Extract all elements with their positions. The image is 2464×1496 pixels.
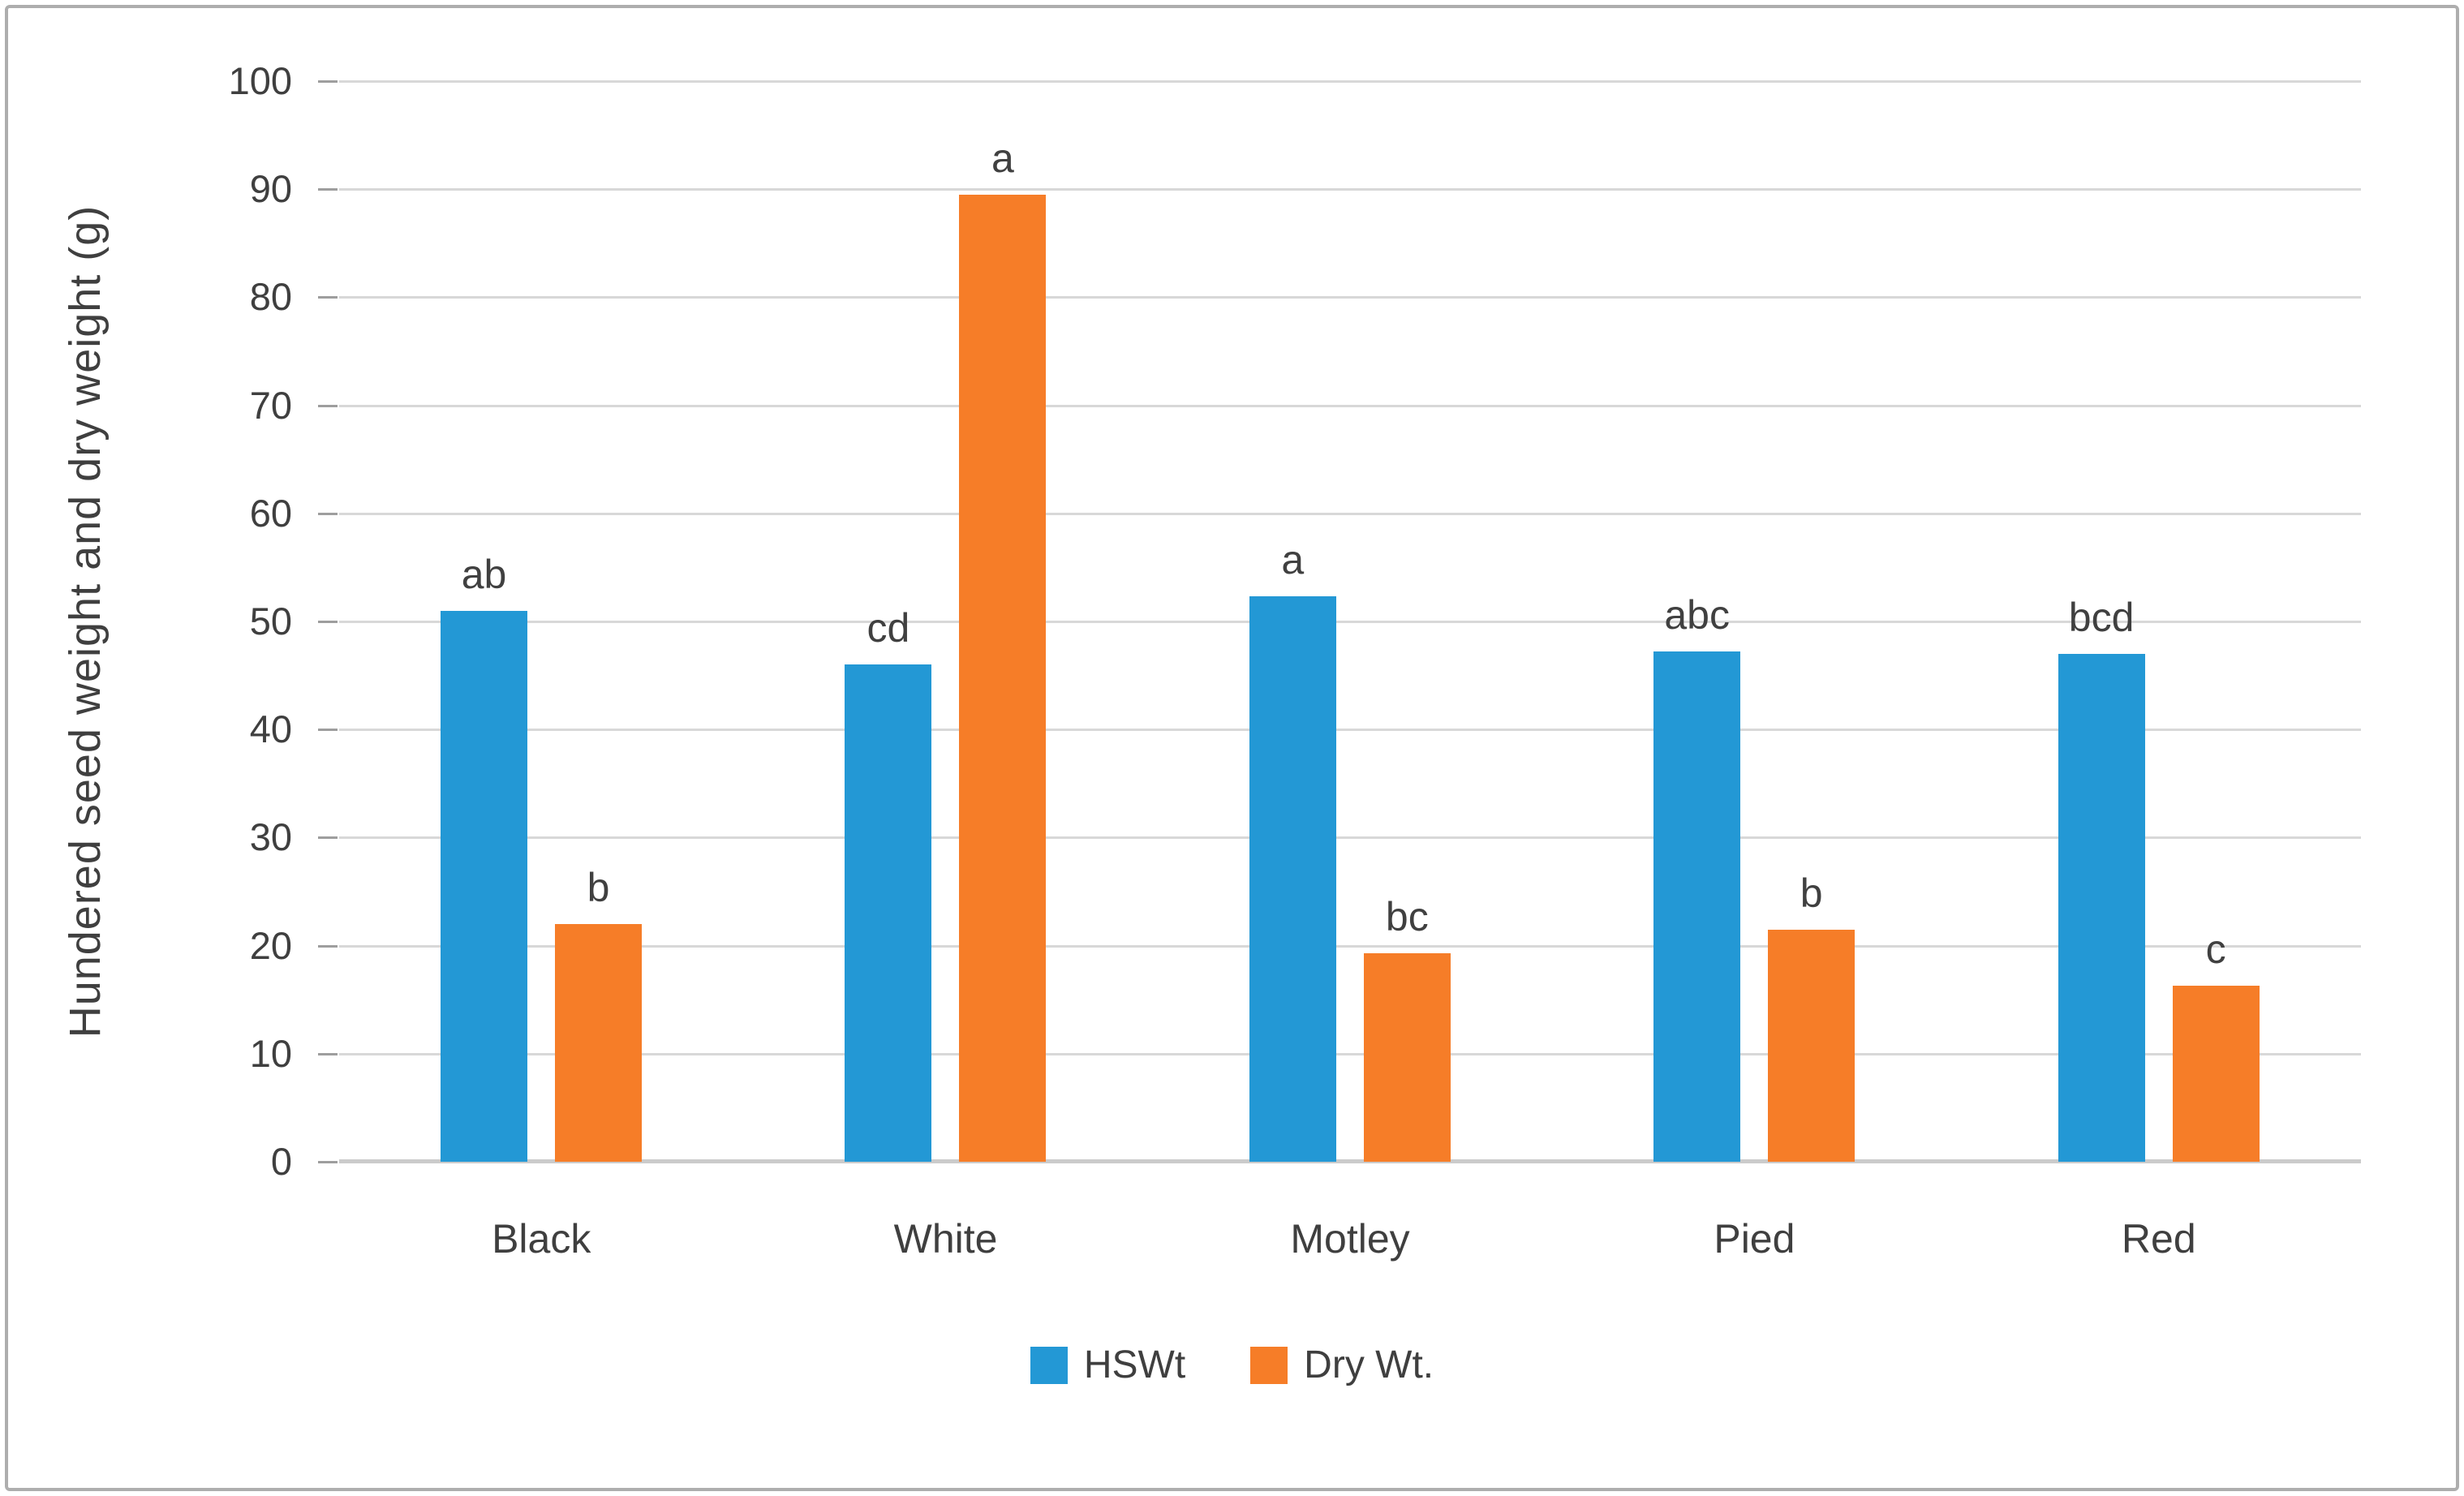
legend-item-drywt: Dry Wt.	[1250, 1343, 1434, 1387]
gridline-80	[339, 296, 2361, 299]
significance-label-white-drywt: a	[991, 135, 1014, 181]
y-tick-label-0: 0	[270, 1140, 292, 1183]
y-tick-label-30: 30	[249, 815, 292, 859]
significance-label-red-drywt: c	[2205, 926, 2226, 972]
bar-group-black: ab b	[339, 81, 743, 1162]
x-category-label-white: White	[893, 1216, 998, 1262]
x-axis-line	[339, 1159, 2361, 1163]
y-tick-label-40: 40	[249, 707, 292, 751]
y-tick-mark-90	[318, 188, 338, 191]
y-tick-label-20: 20	[249, 923, 292, 967]
y-tick-mark-40	[318, 729, 338, 732]
gridline-100	[339, 80, 2361, 83]
gridline-90	[339, 188, 2361, 191]
significance-label-pied-hswt: abc	[1664, 592, 1730, 638]
bar-group-pied: abc b	[1552, 81, 1956, 1162]
bar-drywt-black: b	[555, 865, 642, 1162]
significance-label-motley-hswt: a	[1281, 537, 1305, 582]
legend-item-hswt: HSWt	[1030, 1343, 1185, 1387]
y-tick-mark-50	[318, 621, 338, 623]
gridline-20	[339, 944, 2361, 948]
bar-drywt-white: a	[959, 135, 1047, 1162]
x-category-label-motley: Motley	[1290, 1216, 1410, 1262]
gridline-30	[339, 836, 2361, 840]
legend: HSWt Dry Wt.	[0, 1343, 2464, 1387]
legend-label-hswt: HSWt	[1083, 1343, 1186, 1386]
y-tick-label-50: 50	[249, 600, 292, 643]
y-tick-label-70: 70	[249, 383, 292, 427]
legend-swatch-drywt	[1250, 1346, 1288, 1384]
significance-label-pied-drywt: b	[1800, 871, 1823, 916]
bar-drywt-red: c	[2172, 926, 2260, 1162]
x-category-label-red: Red	[2121, 1216, 2196, 1262]
gridline-40	[339, 729, 2361, 732]
bar-hswt-motley: a	[1249, 537, 1336, 1162]
bar-group-red: bcd c	[1957, 81, 2361, 1162]
bar-group-motley: a bc	[1148, 81, 1552, 1162]
significance-label-black-drywt: b	[587, 865, 610, 910]
y-tick-label-100: 100	[228, 59, 292, 102]
y-tick-mark-80	[318, 296, 338, 299]
y-tick-label-60: 60	[249, 491, 292, 535]
gridline-50	[339, 621, 2361, 623]
significance-label-motley-drywt: bc	[1385, 894, 1429, 939]
bar-hswt-pied: abc	[1653, 592, 1741, 1162]
significance-label-red-hswt: bcd	[2068, 595, 2135, 640]
bar-hswt-white: cd	[845, 605, 932, 1162]
bar-hswt-red: bcd	[2058, 595, 2145, 1162]
bar-drywt-pied: b	[1768, 871, 1856, 1162]
significance-label-black-hswt: ab	[461, 552, 507, 597]
bar-group-white: cd a	[743, 81, 1147, 1162]
y-tick-label-90: 90	[249, 167, 292, 211]
gridline-60	[339, 512, 2361, 515]
y-tick-mark-20	[318, 944, 338, 948]
plot-area: ab b cd a a bc abc b bcd c	[339, 80, 2361, 1163]
legend-label-drywt: Dry Wt.	[1304, 1343, 1434, 1386]
y-tick-label-10: 10	[249, 1031, 292, 1075]
y-tick-mark-30	[318, 836, 338, 840]
bar-drywt-motley: bc	[1363, 894, 1451, 1162]
legend-swatch-hswt	[1030, 1346, 1068, 1384]
y-tick-label-80: 80	[249, 275, 292, 319]
y-tick-mark-10	[318, 1052, 338, 1055]
y-tick-mark-0	[318, 1161, 338, 1163]
x-category-label-black: Black	[492, 1216, 591, 1262]
gridline-10	[339, 1052, 2361, 1055]
bar-hswt-black: ab	[441, 552, 527, 1162]
significance-label-white-hswt: cd	[866, 605, 910, 651]
y-tick-mark-100	[318, 80, 338, 83]
gridline-70	[339, 404, 2361, 407]
y-tick-mark-60	[318, 512, 338, 515]
x-category-label-pied: Pied	[1714, 1216, 1795, 1262]
y-tick-mark-70	[318, 404, 338, 407]
